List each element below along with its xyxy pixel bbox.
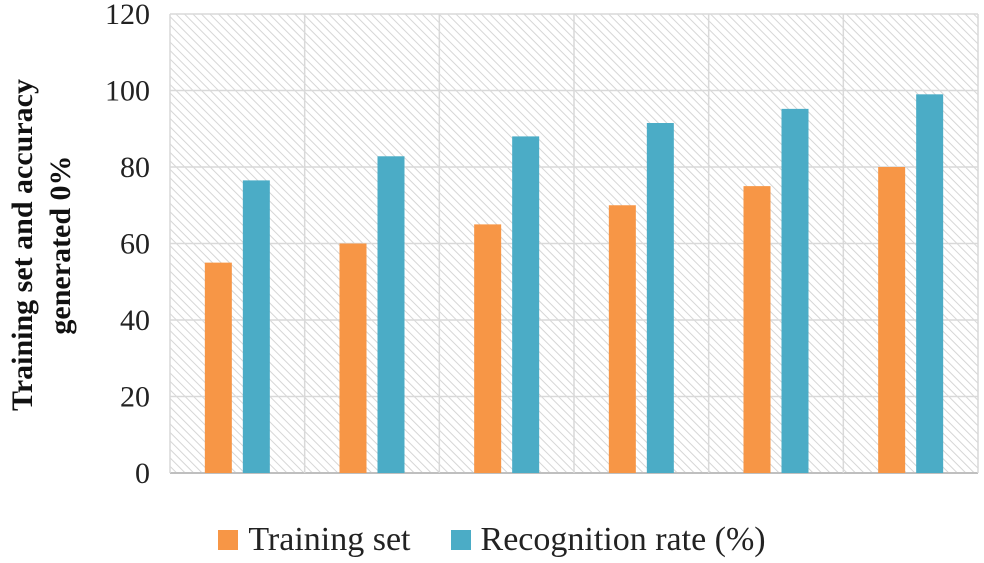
y-tick-label: 20 (120, 381, 150, 414)
y-axis-label-line2: generated 0% (44, 155, 77, 334)
bar-recognition-rate (512, 136, 540, 473)
y-tick-label: 120 (105, 0, 150, 31)
legend-label-recognition-rate: Recognition rate (%) (480, 521, 766, 558)
legend-item-training-set: Training set (218, 521, 411, 559)
bars (204, 94, 944, 474)
y-tick-label: 40 (120, 304, 150, 337)
bar-training-set (878, 167, 906, 473)
y-tick-label: 80 (120, 151, 150, 184)
bar-recognition-rate (242, 180, 270, 473)
bar-training-set (204, 262, 232, 473)
bar-recognition-rate (646, 123, 674, 473)
y-axis-label-line1: Training set and accuracy (6, 79, 39, 411)
y-tick-label: 60 (120, 228, 150, 261)
bar-training-set (743, 186, 771, 473)
y-axis-ticks: 0 20 40 60 80 100 120 (105, 0, 150, 490)
bar-recognition-rate (377, 156, 405, 474)
y-tick-label: 100 (105, 75, 150, 108)
bar-training-set (339, 243, 367, 473)
y-tick-label: 0 (135, 457, 150, 490)
bar-recognition-rate (781, 108, 809, 474)
legend-swatch-training-set (218, 530, 239, 550)
bar-chart: 0 20 40 60 80 100 120 Training set and accurac… (6, 0, 979, 490)
legend-swatch-recognition-rate (450, 530, 471, 550)
bar-training-set (474, 224, 502, 473)
bar-recognition-rate (916, 94, 944, 473)
legend-item-recognition-rate: Recognition rate (%) (450, 521, 766, 559)
bar-training-set (608, 205, 636, 473)
legend: Training set Recognition rate (%) (0, 518, 984, 562)
legend-label-training-set: Training set (248, 521, 411, 558)
gridlines (169, 13, 979, 474)
